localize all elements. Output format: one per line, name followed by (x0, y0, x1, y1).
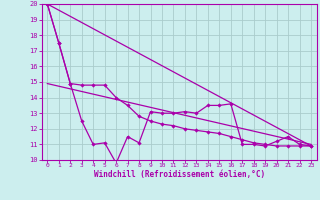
X-axis label: Windchill (Refroidissement éolien,°C): Windchill (Refroidissement éolien,°C) (94, 170, 265, 179)
